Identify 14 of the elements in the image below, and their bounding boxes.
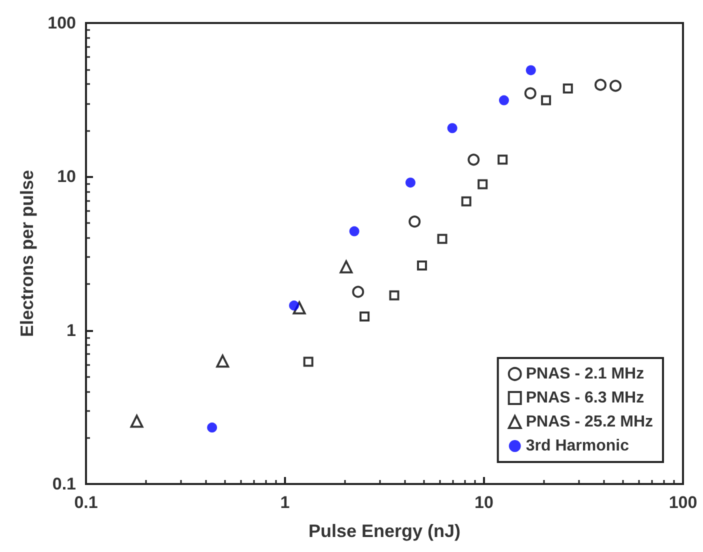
y-tick-label: 100: [48, 14, 76, 32]
x-tick-label: 1: [280, 493, 290, 512]
y-tick-label: 1: [66, 320, 76, 340]
legend-label: PNAS - 25.2 MHz: [526, 414, 653, 430]
legend-label: 3rd Harmonic: [526, 438, 630, 454]
x-tick-label: 10: [474, 493, 494, 512]
y-tick-label: 10: [57, 167, 76, 186]
y-tick-label: 0.1: [52, 474, 76, 494]
x-tick-label: 0.1: [74, 493, 98, 512]
legend-label: PNAS - 6.3 MHz: [526, 390, 644, 406]
y-axis-title: Electrons per pulse: [17, 170, 37, 338]
x-tick-label: 100: [668, 493, 698, 512]
x-axis-title: Pulse Energy (nJ): [308, 521, 461, 541]
legend-label: PNAS - 2.1 MHz: [526, 366, 644, 382]
